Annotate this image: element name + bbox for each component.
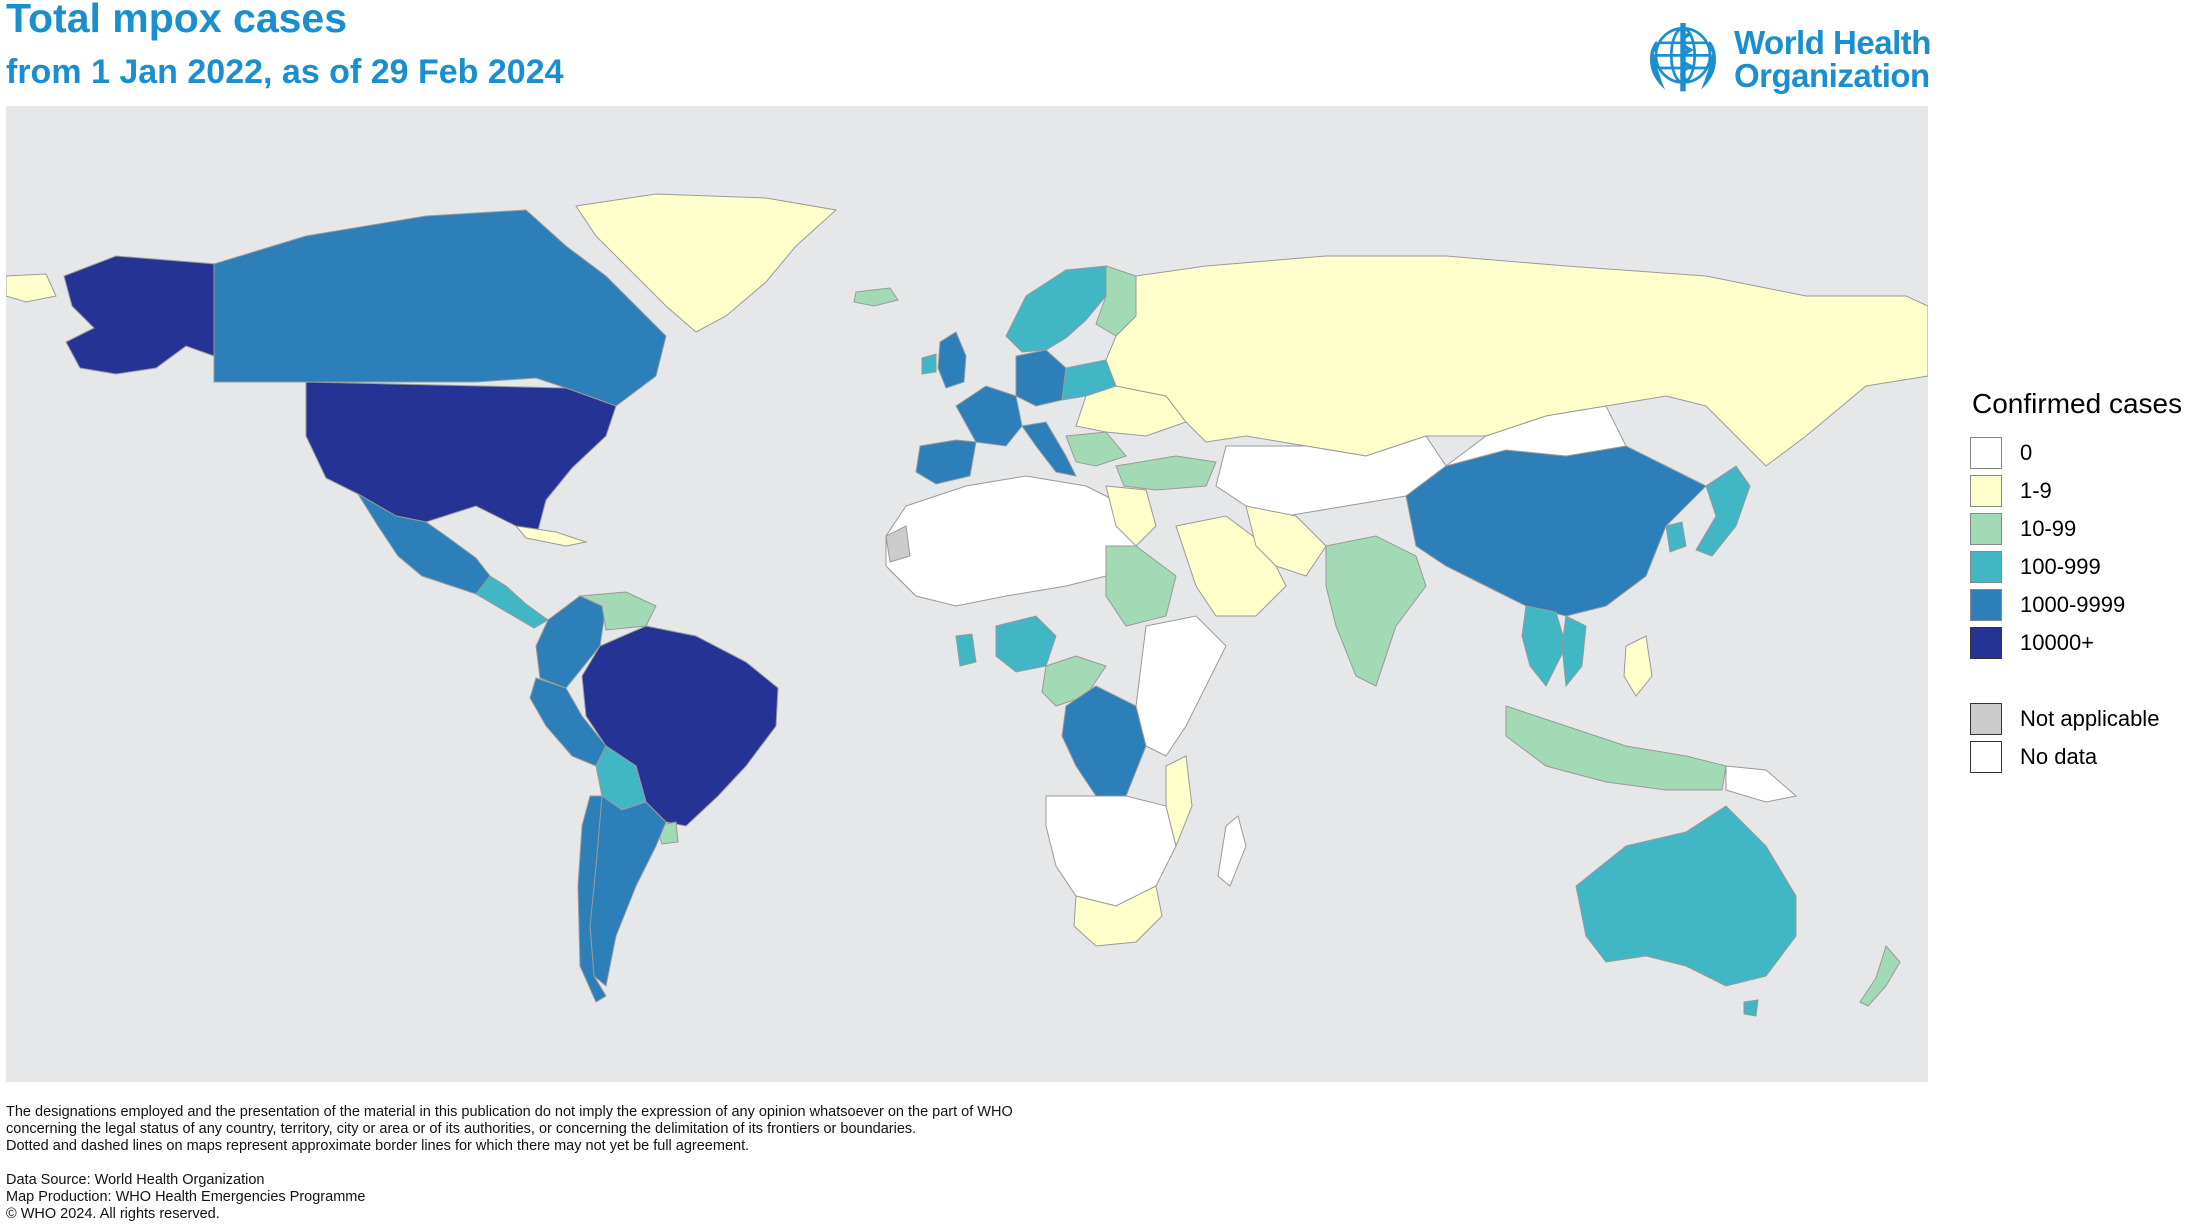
page-title: Total mpox cases bbox=[6, 0, 348, 41]
region-italy bbox=[1021, 421, 1077, 477]
region-argentina bbox=[589, 795, 667, 987]
region-russia-east bbox=[6, 273, 57, 303]
legend-label: 10000+ bbox=[2020, 630, 2095, 655]
region-france bbox=[955, 385, 1023, 447]
copyright: © WHO 2024. All rights reserved. bbox=[6, 1206, 220, 1222]
region-china bbox=[1405, 445, 1707, 617]
region-sudan bbox=[1105, 545, 1177, 627]
region-egypt bbox=[1105, 485, 1157, 547]
region-iceland bbox=[853, 287, 899, 307]
legend-item-not-applicable: Not applicable bbox=[1970, 700, 2194, 738]
region-ireland bbox=[921, 353, 937, 375]
legend-swatch bbox=[1970, 475, 2002, 507]
who-logo-line-2: Organization bbox=[1734, 57, 1930, 94]
region-central-america bbox=[475, 575, 549, 629]
legend-label: No data bbox=[2020, 744, 2098, 769]
region-indonesia bbox=[1505, 705, 1727, 791]
region-mongolia bbox=[1445, 405, 1627, 467]
legend-title: Confirmed cases bbox=[1972, 388, 2183, 419]
world-map bbox=[6, 106, 1928, 1082]
legend-label: 0 bbox=[2020, 440, 2033, 465]
region-tasmania bbox=[1743, 999, 1759, 1017]
region-dr-congo bbox=[1061, 685, 1147, 797]
region-balkans bbox=[1065, 431, 1127, 467]
legend-swatch bbox=[1970, 627, 2002, 659]
legend-label: 1-9 bbox=[2020, 478, 2052, 503]
region-australia bbox=[1575, 805, 1797, 987]
region-cuba bbox=[514, 525, 588, 547]
legend-item-10-99: 10-99 bbox=[1970, 510, 2194, 548]
legend-item-no-data: No data bbox=[1970, 738, 2194, 776]
who-emblem-icon bbox=[1650, 23, 1716, 92]
region-india bbox=[1325, 535, 1427, 687]
legend-swatch bbox=[1970, 703, 2002, 735]
region-papua bbox=[1725, 765, 1798, 803]
legend-label: 10-99 bbox=[2020, 516, 2077, 541]
region-alaska bbox=[63, 255, 217, 375]
disclaimer-line-1: The designations employed and the presen… bbox=[6, 1104, 1013, 1120]
disclaimer-line-2: concerning the legal status of any count… bbox=[6, 1121, 917, 1137]
region-thailand bbox=[1521, 605, 1567, 687]
map-legend: Confirmed cases 0 1-9 10-99 100-999 1000… bbox=[1970, 388, 2194, 776]
region-nigeria bbox=[995, 615, 1057, 673]
region-united-kingdom bbox=[937, 331, 967, 389]
region-japan bbox=[1695, 465, 1751, 557]
legend-item-100-999: 100-999 bbox=[1970, 548, 2194, 586]
region-brazil bbox=[581, 625, 779, 827]
region-chile bbox=[577, 795, 607, 1003]
legend-item-1-9: 1-9 bbox=[1970, 472, 2194, 510]
legend-swatch bbox=[1970, 589, 2002, 621]
data-source: Data Source: World Health Organization bbox=[6, 1172, 265, 1188]
legend-swatch bbox=[1970, 513, 2002, 545]
region-turkey bbox=[1115, 455, 1217, 491]
footer: The designations employed and the presen… bbox=[6, 1104, 1306, 1223]
region-united-states bbox=[305, 381, 617, 539]
region-canada bbox=[213, 209, 667, 407]
region-germany bbox=[1015, 349, 1067, 407]
region-north-africa bbox=[885, 475, 1137, 607]
region-east-africa bbox=[1135, 615, 1227, 757]
page-subtitle: from 1 Jan 2022, as of 29 Feb 2024 bbox=[6, 53, 564, 91]
legend-swatch bbox=[1970, 437, 2002, 469]
region-new-zealand bbox=[1859, 944, 1901, 1007]
world-map-svg bbox=[6, 193, 1928, 1017]
who-logo: World Health Organization bbox=[1638, 12, 1938, 106]
legend-label: 1000-9999 bbox=[2020, 592, 2126, 617]
region-ghana bbox=[955, 633, 977, 667]
legend-label: Not applicable bbox=[2020, 706, 2160, 731]
region-greenland bbox=[575, 193, 838, 333]
region-scandinavia bbox=[1005, 265, 1107, 353]
region-mozambique bbox=[1165, 755, 1193, 848]
region-western-sahara bbox=[885, 525, 911, 563]
map-production: Map Production: WHO Health Emergencies P… bbox=[6, 1189, 366, 1205]
region-russia bbox=[1105, 255, 1928, 467]
legend-swatch bbox=[1970, 741, 2002, 773]
region-south-africa bbox=[1073, 885, 1163, 947]
disclaimer-line-3: Dotted and dashed lines on maps represen… bbox=[6, 1138, 750, 1154]
who-logo-line-1: World Health bbox=[1734, 24, 1931, 61]
region-spain bbox=[915, 439, 977, 485]
region-south-korea bbox=[1665, 521, 1687, 553]
legend-item-0: 0 bbox=[1970, 434, 2194, 472]
region-philippines bbox=[1623, 635, 1653, 697]
legend-label: 100-999 bbox=[2020, 554, 2101, 579]
legend-swatch bbox=[1970, 551, 2002, 583]
region-iran bbox=[1245, 505, 1327, 577]
legend-item-10000-plus: 10000+ bbox=[1970, 624, 2194, 662]
legend-item-1000-9999: 1000-9999 bbox=[1970, 586, 2194, 624]
region-madagascar bbox=[1217, 815, 1247, 887]
region-vietnam bbox=[1561, 615, 1587, 688]
